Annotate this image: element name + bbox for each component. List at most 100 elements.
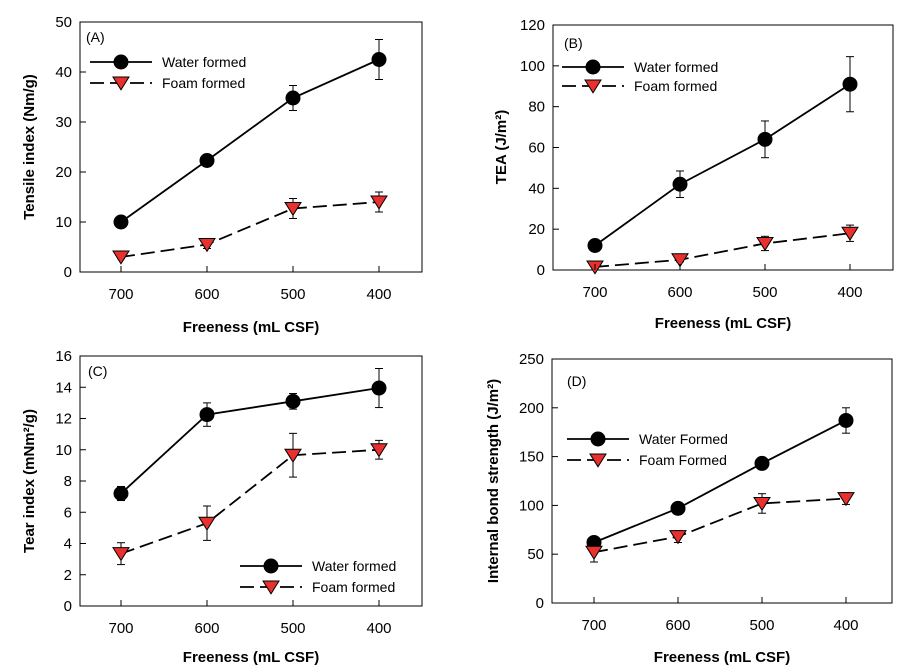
y-tick-label: 150 <box>519 449 544 466</box>
data-marks <box>567 407 855 563</box>
x-tick-label: 700 <box>582 284 607 301</box>
legend-marker <box>113 54 129 70</box>
data-point-water <box>754 455 770 471</box>
plot-frame <box>79 21 423 273</box>
panel-label: (D) <box>567 373 586 389</box>
y-tick-label: 6 <box>64 504 72 521</box>
y-tick-label: 10 <box>55 214 72 231</box>
data-point-foam <box>284 448 302 463</box>
y-tick-label: 0 <box>64 264 72 281</box>
y-tick-label: 20 <box>55 164 72 181</box>
panel-label: (B) <box>564 35 583 51</box>
panel-d: (D) Freeness (mL CSF) Internal bond stre… <box>485 351 893 666</box>
x-axis-title: Freeness (mL CSF) <box>183 649 319 666</box>
x-ticks: 700 600 500 400 <box>108 620 391 637</box>
y-tick-label: 60 <box>528 140 545 157</box>
x-tick-label: 400 <box>366 286 391 303</box>
x-tick-label: 600 <box>194 620 219 637</box>
data-point-water <box>757 131 773 147</box>
y-tick-label: 40 <box>55 64 72 81</box>
data-point-foam <box>756 236 774 252</box>
y-tick-label: 16 <box>55 348 72 365</box>
series-line-water <box>120 387 380 495</box>
data-point-foam <box>585 545 603 560</box>
legend-label-foam: Foam formed <box>162 75 245 91</box>
y-ticks: 0 2 4 6 8 10 12 14 16 <box>55 348 72 615</box>
data-point-foam <box>671 253 689 268</box>
panel-label: (A) <box>86 29 105 45</box>
data-point-foam <box>841 226 859 241</box>
legend-marker <box>112 76 130 91</box>
plot-frame <box>551 358 893 604</box>
legend-label-water: Water formed <box>312 558 396 574</box>
y-tick-label: 30 <box>55 114 72 131</box>
y-tick-label: 50 <box>527 546 544 563</box>
y-tick-label: 40 <box>528 180 545 197</box>
x-tick-label: 600 <box>194 286 219 303</box>
x-ticks: 700 600 500 400 <box>108 286 391 303</box>
x-axis-title: Freeness (mL CSF) <box>183 319 319 336</box>
legend-label-foam: Foam Formed <box>639 452 727 468</box>
data-point-water <box>838 412 854 428</box>
y-tick-label: 250 <box>519 351 544 368</box>
panel-b: (B) Freeness (mL CSF) TEA (J/m²) 0 20 40… <box>493 17 894 332</box>
plot-frame <box>552 24 894 271</box>
data-point-water <box>285 393 301 409</box>
data-point-water <box>199 407 215 423</box>
x-tick-label: 400 <box>366 620 391 637</box>
data-point-water <box>113 486 129 501</box>
y-ticks: 0 50 100 150 200 250 <box>519 351 544 612</box>
series-line-foam <box>120 201 380 258</box>
data-point-foam <box>370 443 388 458</box>
y-tick-label: 10 <box>55 442 72 459</box>
data-point-water <box>285 90 301 106</box>
y-tick-label: 0 <box>64 598 72 615</box>
legend-marker <box>589 453 607 468</box>
y-tick-label: 100 <box>519 497 544 514</box>
data-point-foam <box>753 496 771 512</box>
x-tick-label: 500 <box>749 617 774 634</box>
series-line-water <box>594 83 851 247</box>
x-tick-label: 700 <box>108 620 133 637</box>
data-point-foam <box>837 492 855 507</box>
y-tick-label: 80 <box>528 99 545 116</box>
legend-marker <box>585 59 601 75</box>
legend-label-water: Water formed <box>162 54 246 70</box>
data-point-water <box>842 76 858 92</box>
y-tick-label: 50 <box>55 14 72 31</box>
legend-marker <box>262 580 280 595</box>
legend-marker <box>584 79 602 94</box>
x-axis-title: Freeness (mL CSF) <box>654 649 790 666</box>
y-tick-label: 0 <box>537 262 545 279</box>
data-point-water <box>113 214 129 230</box>
x-axis-title: Freeness (mL CSF) <box>655 315 791 332</box>
y-ticks: 0 10 20 30 40 50 <box>55 14 72 281</box>
x-tick-label: 700 <box>581 617 606 634</box>
x-tick-label: 500 <box>752 284 777 301</box>
y-axis-title: Tensile index (Nm/g) <box>21 74 38 220</box>
legend-marker <box>263 558 279 574</box>
legend: Water formed Foam formed <box>162 54 246 91</box>
data-point-water <box>670 500 686 516</box>
x-tick-label: 400 <box>833 617 858 634</box>
y-tick-label: 20 <box>528 221 545 238</box>
series-line-water <box>120 58 380 223</box>
legend: Water formed Foam formed <box>634 59 718 94</box>
x-tick-label: 400 <box>837 284 862 301</box>
data-point-foam <box>370 195 388 210</box>
y-axis-title: Tear index (mNm²/g) <box>21 409 38 553</box>
legend-marker <box>590 431 606 447</box>
y-tick-label: 2 <box>64 567 72 584</box>
y-ticks: 0 20 40 60 80 100 120 <box>520 17 545 279</box>
x-tick-label: 500 <box>280 620 305 637</box>
series-line-foam <box>120 448 380 555</box>
data-point-foam <box>198 516 216 531</box>
legend: Water formed Foam formed <box>312 558 396 595</box>
series-line-foam <box>594 232 851 268</box>
y-tick-label: 100 <box>520 58 545 75</box>
y-tick-label: 12 <box>55 411 72 428</box>
data-point-water <box>672 176 688 192</box>
y-axis-title: Internal bond strength (J/m²) <box>485 379 502 583</box>
data-point-foam <box>669 530 687 545</box>
